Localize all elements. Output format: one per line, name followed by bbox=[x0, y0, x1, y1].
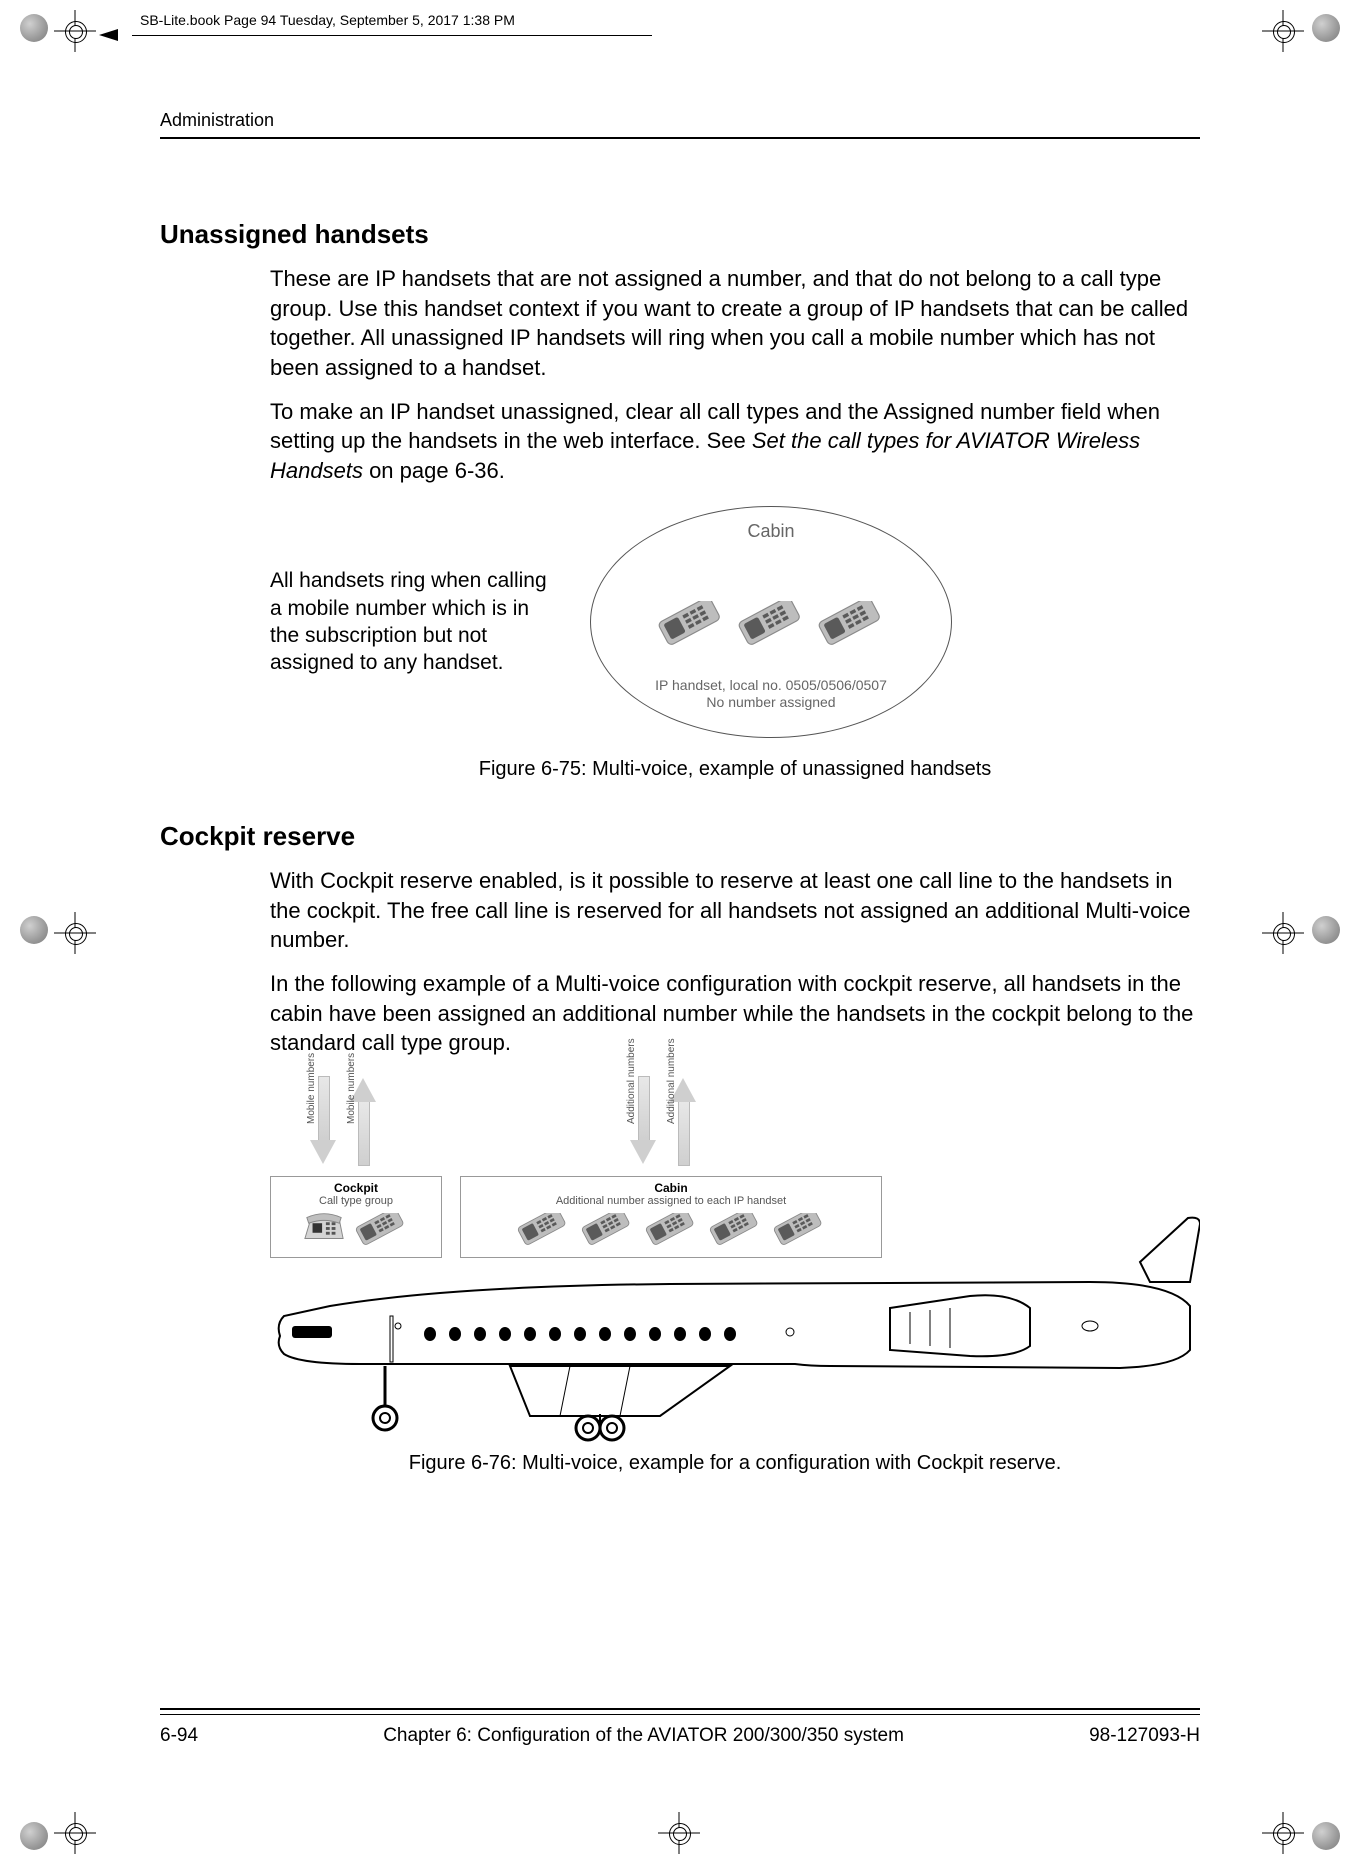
figure2-caption: Figure 6-76: Multi-voice, example for a … bbox=[270, 1452, 1200, 1475]
figure1-label-bottom-line1: IP handset, local no. 0505/0506/0507 bbox=[655, 677, 887, 693]
registration-mark-bottom-right bbox=[1268, 1818, 1298, 1853]
registration-mark-bottom-center bbox=[664, 1818, 694, 1853]
figure1-callout: All handsets ring when calling a mobile … bbox=[270, 567, 560, 676]
registration-mark-bottom-left bbox=[60, 1818, 90, 1853]
section2-para2: In the following example of a Multi-voic… bbox=[270, 969, 1200, 1058]
footer-chapter: Chapter 6: Configuration of the AVIATOR … bbox=[383, 1725, 904, 1747]
crop-mid-right-disc bbox=[1312, 916, 1340, 949]
heading-unassigned-handsets: Unassigned handsets bbox=[160, 219, 1200, 250]
crop-corner-bottom-right bbox=[1312, 1822, 1340, 1855]
registration-mark-mid-left bbox=[60, 918, 90, 953]
footer-page-number: 6-94 bbox=[160, 1725, 198, 1747]
figure2-cockpit-sub: Call type group bbox=[281, 1195, 431, 1207]
crop-corner-bottom-left bbox=[20, 1822, 48, 1855]
crop-corner-top-right bbox=[1312, 14, 1340, 47]
registration-mark-mid-right bbox=[1268, 918, 1298, 953]
section1-para2: To make an IP handset unassigned, clear … bbox=[270, 397, 1200, 486]
arrow-label-mobile: Mobile numbers bbox=[346, 1053, 357, 1124]
header-rule bbox=[160, 137, 1200, 139]
running-head: Administration bbox=[160, 110, 1200, 131]
handset-icon bbox=[735, 601, 807, 653]
arrow-label-mobile: Mobile numbers bbox=[306, 1053, 317, 1124]
crop-corner-top-left bbox=[20, 14, 48, 47]
figure1-caption: Figure 6-75: Multi-voice, example of una… bbox=[270, 758, 1200, 781]
footer-doc-id: 98-127093-H bbox=[1089, 1725, 1200, 1747]
handset-icon bbox=[815, 601, 887, 653]
figure-6-76: Mobile numbers Mobile numbers Additional… bbox=[270, 1076, 1200, 1446]
figure2-cockpit-title: Cockpit bbox=[281, 1181, 431, 1195]
figure2-cabin-title: Cabin bbox=[471, 1181, 871, 1195]
figure1-cabin-ellipse: Cabin IP handset, local no. 0505/0506/05… bbox=[590, 506, 952, 738]
figure-6-75: All handsets ring when calling a mobile … bbox=[270, 506, 1200, 738]
section1-para2-b: on page 6-36. bbox=[363, 458, 505, 483]
handset-icon bbox=[655, 601, 727, 653]
footer-rule-thick bbox=[160, 1708, 1200, 1710]
arrow-label-additional: Additional numbers bbox=[626, 1038, 637, 1124]
section2-para1: With Cockpit reserve enabled, is it poss… bbox=[270, 866, 1200, 955]
crop-file-caption: SB-Lite.book Page 94 Tuesday, September … bbox=[140, 12, 515, 28]
crop-top-rule-left bbox=[98, 28, 652, 42]
figure1-handsets bbox=[655, 601, 887, 653]
registration-mark-top-right bbox=[1268, 16, 1298, 51]
crop-mid-left-disc bbox=[20, 916, 48, 949]
heading-cockpit-reserve: Cockpit reserve bbox=[160, 821, 1200, 852]
aircraft-silhouette-icon bbox=[270, 1216, 1200, 1446]
figure1-label-top: Cabin bbox=[747, 521, 794, 542]
section1-para1: These are IP handsets that are not assig… bbox=[270, 264, 1200, 383]
arrow-label-additional: Additional numbers bbox=[666, 1038, 677, 1124]
figure2-cabin-sub: Additional number assigned to each IP ha… bbox=[471, 1195, 871, 1207]
footer-rule-thin bbox=[160, 1714, 1200, 1715]
registration-mark-top-left bbox=[60, 16, 90, 51]
figure1-label-bottom: IP handset, local no. 0505/0506/0507 No … bbox=[655, 677, 887, 711]
figure1-label-bottom-line2: No number assigned bbox=[706, 694, 835, 710]
